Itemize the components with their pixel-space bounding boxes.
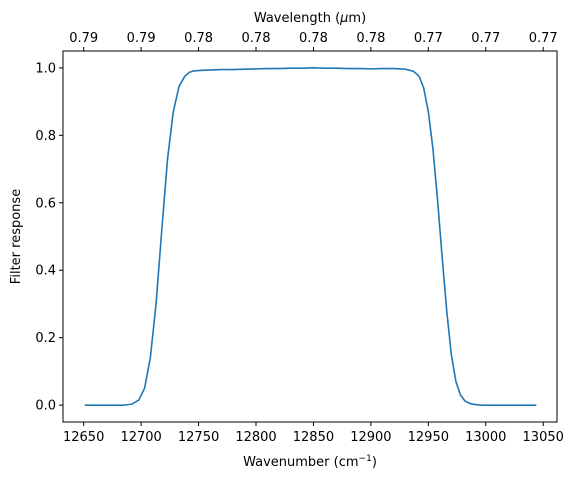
top-tick-label: 0.78 [184, 31, 213, 46]
x-tick-label: 12650 [63, 430, 104, 445]
y-axis-label: Filter response [9, 189, 24, 284]
top-tick-label: 0.78 [356, 31, 385, 46]
x-tick-label: 12900 [350, 430, 391, 445]
plot-frame [62, 50, 558, 423]
y-axis-ticks: 0.0 0.2 0.4 0.6 0.8 1.0 [35, 61, 63, 414]
x-axis-label: Wavenumber (cm−1) [243, 454, 377, 470]
top-tick-label: 0.77 [414, 31, 443, 46]
bottom-x-axis-ticks: 12650 12700 12750 12800 12850 12900 12950 13000… [63, 422, 564, 445]
x-tick-label: 12800 [235, 430, 276, 445]
top-tick-label: 0.79 [69, 31, 98, 46]
x-tick-label: 13050 [523, 430, 564, 445]
x-tick-label: 13000 [465, 430, 506, 445]
x-tick-label: 12700 [120, 430, 161, 445]
plot-area [84, 67, 537, 406]
x-tick-label: 12750 [178, 430, 219, 445]
top-tick-label: 0.77 [529, 31, 558, 46]
series-line-0 [84, 67, 537, 406]
top-x-axis-label: Wavelength (μm) [254, 11, 366, 26]
y-tick-label: 0.8 [35, 129, 56, 144]
y-tick-label: 0.4 [35, 264, 56, 279]
y-tick-label: 0.0 [35, 399, 56, 414]
y-tick-label: 0.2 [35, 331, 56, 346]
top-tick-label: 0.78 [242, 31, 271, 46]
x-tick-label: 12950 [408, 430, 449, 445]
y-tick-label: 0.6 [35, 196, 56, 211]
top-tick-label: 0.78 [299, 31, 328, 46]
top-tick-label: 0.77 [471, 31, 500, 46]
y-tick-label: 1.0 [35, 61, 56, 76]
x-tick-label: 12850 [293, 430, 334, 445]
top-tick-label: 0.79 [127, 31, 156, 46]
top-x-axis-ticks: 0.79 0.79 0.78 0.78 0.78 0.78 0.77 0.77 0.77 [69, 31, 558, 51]
